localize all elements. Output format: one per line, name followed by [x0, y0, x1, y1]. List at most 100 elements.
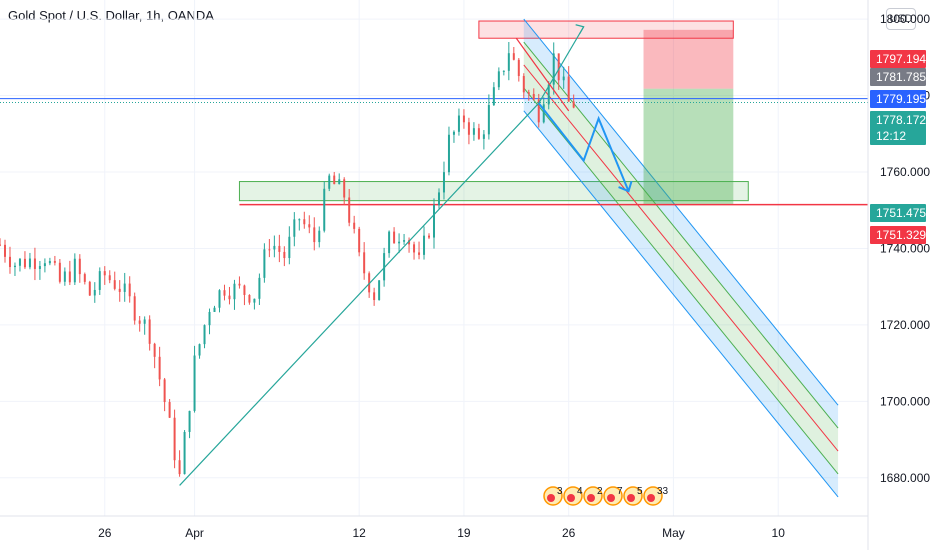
price-label-bg	[870, 68, 926, 86]
candle-body	[8, 256, 11, 268]
projection-arrow	[537, 102, 633, 193]
candle-body	[163, 379, 166, 403]
candle-body	[33, 258, 36, 269]
event-flag-icon	[647, 494, 655, 502]
candle-body	[537, 99, 540, 123]
candle-body	[23, 258, 26, 268]
candle-body	[353, 222, 356, 229]
candle-body	[158, 356, 161, 380]
candle-body	[208, 311, 211, 326]
candle-body	[168, 402, 171, 418]
up-trendline	[179, 102, 540, 486]
up-extension	[538, 26, 585, 104]
candle-body	[268, 249, 271, 251]
price-label: 1778.172	[876, 113, 926, 127]
resistance-zone	[478, 20, 734, 39]
candle-body	[188, 410, 191, 432]
candle-body	[283, 251, 286, 259]
candle-body	[517, 59, 520, 77]
price-label-bg	[870, 111, 926, 145]
candle-body	[418, 252, 421, 255]
channel-line	[523, 41, 839, 429]
candle-body	[63, 271, 66, 282]
event-flag-icon	[547, 494, 555, 502]
candle-body	[343, 179, 346, 198]
candle-body	[183, 431, 186, 475]
candle-body	[547, 84, 550, 105]
candle-body	[502, 70, 505, 72]
price-label: 1779.195	[876, 92, 926, 106]
event-count: 5	[637, 486, 643, 497]
candle-body	[552, 53, 555, 85]
candle-body	[108, 275, 111, 281]
currency-button[interactable]: USD	[886, 8, 916, 30]
candle-body	[487, 105, 490, 135]
candle-body	[258, 277, 261, 299]
candle-body	[462, 115, 465, 123]
candle-body	[43, 263, 46, 267]
candle-body	[398, 241, 401, 244]
candle-body	[413, 244, 416, 253]
price-label: 1797.194	[876, 52, 926, 66]
x-tick-label: Apr	[185, 526, 204, 540]
candle-body	[88, 281, 91, 296]
candle-body	[228, 295, 231, 300]
candle-body	[38, 266, 41, 269]
candle-body	[492, 87, 495, 106]
candle-body	[278, 245, 281, 252]
candle-body	[313, 227, 316, 243]
candle-body	[193, 355, 196, 411]
candle-body	[433, 205, 435, 238]
candle-body	[173, 417, 176, 461]
candle-body	[3, 244, 6, 257]
y-tick-label: 1720.000	[880, 318, 930, 332]
candle-body	[83, 274, 86, 282]
candle-body	[378, 280, 381, 301]
y-tick-label: 1800.000	[880, 12, 930, 26]
candle-body	[497, 71, 500, 88]
trendline-arrowhead	[575, 24, 585, 35]
price-label-countdown: 12:12	[876, 129, 906, 143]
candle-body	[542, 104, 545, 123]
candle-body	[437, 192, 440, 206]
candle-body	[482, 134, 485, 139]
candle-body	[452, 131, 455, 135]
candle-body	[103, 271, 106, 276]
candle-body	[238, 283, 241, 286]
trendlines	[179, 24, 585, 486]
candle-body	[128, 283, 131, 297]
candle-body	[303, 219, 306, 225]
price-label-bg	[870, 226, 926, 244]
descending-line	[515, 37, 570, 112]
y-tick-label: 1680.000	[880, 471, 930, 485]
price-label-bg	[870, 204, 926, 222]
support-zone	[238, 181, 749, 202]
candle-body	[178, 460, 181, 475]
candle-body	[78, 258, 81, 275]
candle-body	[383, 253, 386, 281]
y-tick-label: 1740.000	[880, 241, 930, 255]
candle-body	[203, 325, 206, 345]
candle-body	[532, 93, 535, 100]
candle-body	[507, 53, 510, 71]
candle-body	[218, 290, 221, 308]
channel-line	[523, 18, 839, 406]
price-label-bg	[870, 90, 926, 108]
event-flag-icon	[567, 494, 575, 502]
candle-body	[118, 288, 121, 292]
event-count: 3	[557, 486, 563, 497]
candle-body	[323, 188, 326, 231]
candle-body	[198, 344, 201, 356]
candle-body	[338, 179, 341, 185]
candle-body	[18, 258, 21, 266]
candle-body	[58, 262, 61, 282]
candle-body	[123, 283, 126, 292]
x-tick-label: 26	[98, 526, 112, 540]
event-count: 4	[577, 486, 583, 497]
channel-lower-band	[523, 87, 839, 497]
candle-body	[388, 231, 391, 254]
candle-body	[472, 128, 475, 135]
